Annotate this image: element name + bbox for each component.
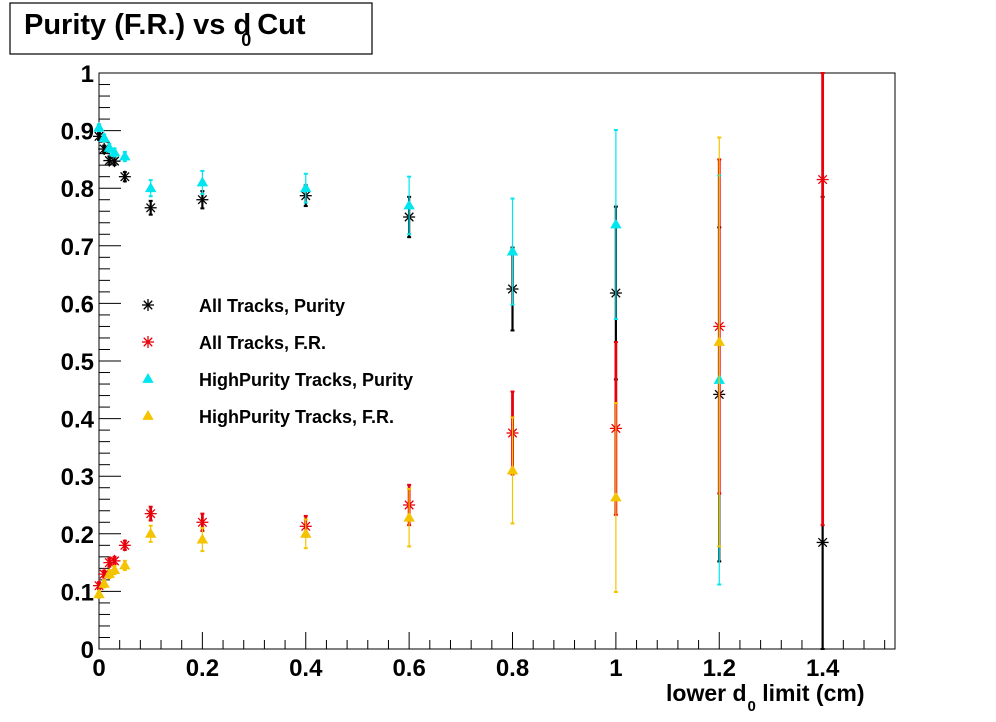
x-tick-label: 0.4 [289, 655, 323, 682]
data-point [300, 527, 312, 538]
data-point [816, 536, 829, 549]
legend-marker [142, 299, 154, 311]
data-point [93, 121, 105, 132]
x-tick-label: 1.4 [806, 655, 840, 682]
y-tick-label: 0 [81, 637, 94, 664]
y-tick-label: 1 [81, 61, 94, 88]
star-stroke [145, 508, 156, 519]
chart-title-main: Purity (F.R.) vs d [24, 9, 251, 41]
data-point [108, 146, 121, 157]
legend-marker [142, 373, 154, 383]
legend-label: All Tracks, Purity [199, 296, 345, 316]
data-point [610, 218, 622, 229]
title-frame [9, 2, 373, 55]
y-tick-label: 0.1 [61, 579, 94, 606]
legend-item: HighPurity Tracks, F.R. [142, 407, 394, 427]
series-layer [93, 72, 829, 650]
x-axis-label-tail: limit (cm) [756, 680, 865, 706]
data-point [506, 464, 519, 475]
star-stroke [143, 300, 153, 310]
x-axis-label-main: lower d [666, 680, 747, 706]
star-stroke [109, 156, 120, 166]
data-point [118, 170, 131, 183]
legend-item: All Tracks, Purity [142, 296, 345, 316]
legend-item: All Tracks, F.R. [142, 333, 326, 353]
legend-label: HighPurity Tracks, F.R. [199, 407, 394, 427]
x-tick-label: 1.2 [703, 655, 736, 682]
y-tick-label: 0.6 [61, 291, 94, 318]
y-tick-label: 0.2 [61, 522, 94, 549]
data-point [506, 245, 519, 256]
star-stroke [145, 203, 156, 213]
data-point [196, 533, 209, 544]
data-point [403, 199, 415, 210]
chart-title-tail: Cut [257, 9, 306, 41]
x-tick-label: 0.2 [186, 655, 219, 682]
star-stroke [120, 540, 130, 551]
legend-label: HighPurity Tracks, Purity [199, 370, 413, 390]
data-point [93, 588, 105, 599]
x-axis: 0 0.2 0.4 0.6 0.8 1 1.2 1.4 [92, 632, 886, 682]
data-point [144, 507, 157, 520]
data-point [196, 516, 209, 529]
star-stroke [109, 556, 120, 566]
data-point [98, 577, 110, 588]
chart-title: Purity (F.R.) vs d0 Cut [24, 9, 306, 50]
y-tick-label: 0.4 [61, 407, 95, 434]
star-stroke [120, 171, 130, 182]
data-point [98, 132, 110, 142]
data-point [108, 554, 121, 567]
series-4 [93, 136, 725, 599]
y-tick-label: 0.7 [61, 234, 94, 261]
data-point [713, 335, 725, 346]
legend-item: HighPurity Tracks, Purity [142, 370, 413, 390]
data-point [144, 201, 157, 214]
y-tick-label: 0.3 [61, 464, 94, 491]
data-point [119, 150, 131, 161]
star-stroke [197, 195, 208, 205]
title-box: Purity (F.R.) vs d0 Cut [9, 2, 373, 55]
data-point [103, 141, 116, 152]
y-tick-label: 0.5 [61, 349, 94, 376]
legend-marker [142, 336, 154, 348]
x-tick-label: 0.6 [392, 655, 425, 682]
x-axis-label: lower d0 limit (cm) [666, 680, 864, 715]
data-point [144, 182, 157, 193]
star-stroke [197, 517, 208, 527]
data-point [119, 559, 131, 570]
star-stroke [99, 569, 109, 579]
star-stroke [817, 174, 828, 185]
legend: All Tracks, Purity All Tracks, F.R. HighPu… [142, 296, 413, 427]
data-point [816, 173, 829, 186]
data-point [196, 193, 209, 206]
data-point [144, 527, 157, 538]
data-point [118, 539, 131, 552]
data-point [196, 176, 209, 187]
y-tick-label: 0.8 [61, 176, 94, 203]
star-stroke [104, 557, 115, 568]
x-tick-label: 1 [609, 655, 622, 682]
data-point [610, 491, 622, 502]
legend-marker [142, 410, 154, 420]
x-tick-label: 0.8 [496, 655, 529, 682]
y-tick-label: 0.9 [61, 119, 94, 146]
chart-title-subscript: 0 [241, 30, 251, 50]
star-stroke [94, 131, 104, 142]
y-axis: 0 0.1 0.2 0.3 0.4 0.5 0.6 0.7 0.8 0.9 1 [61, 61, 121, 664]
x-axis-label-subscript: 0 [748, 698, 756, 715]
star-stroke [817, 537, 828, 548]
data-point [300, 182, 312, 193]
data-point [403, 511, 415, 522]
legend-label: All Tracks, F.R. [199, 333, 326, 353]
star-stroke [143, 337, 153, 347]
data-point [108, 564, 121, 574]
x-tick-label: 0 [92, 655, 105, 682]
